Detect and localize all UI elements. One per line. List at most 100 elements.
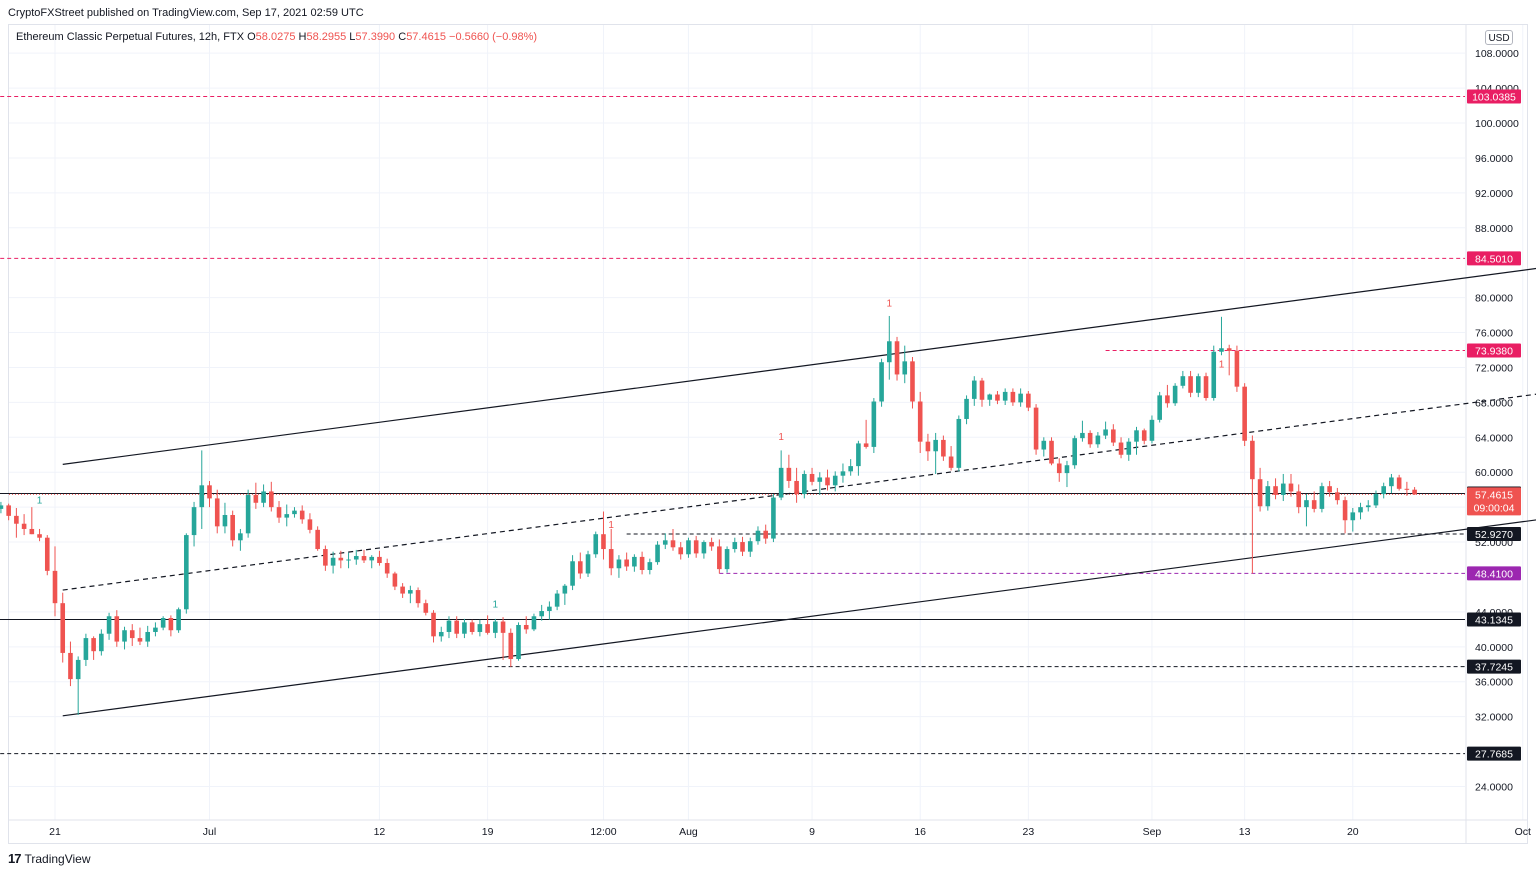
candle-body — [693, 540, 699, 554]
high-value: 58.2955 — [306, 31, 347, 43]
signal-mark: 1 — [493, 600, 499, 611]
tradingview-brand: TradingView — [24, 851, 91, 866]
candle-body — [292, 510, 297, 515]
y-tick-label: 24.0000 — [1475, 782, 1513, 794]
candle-body — [508, 632, 514, 660]
candle-body — [917, 401, 923, 442]
candle-body — [377, 556, 382, 564]
candle-body — [639, 556, 645, 570]
candle-body — [384, 563, 390, 574]
candle-body — [910, 361, 915, 402]
candle-body — [1265, 486, 1271, 507]
candle-body — [554, 593, 560, 607]
candle-body — [1157, 395, 1162, 420]
y-tick-label: 36.0000 — [1475, 677, 1513, 689]
candle-body — [562, 585, 568, 594]
candle-body — [1335, 492, 1340, 501]
publisher-caption: CryptoFXStreet published on TradingView.… — [8, 7, 364, 19]
x-tick-label: Oct — [1515, 826, 1531, 838]
candle-body — [485, 624, 490, 633]
candle-body — [52, 570, 58, 604]
signal-mark: 1 — [608, 520, 614, 531]
candle-body — [1118, 442, 1124, 455]
price-tag — [1467, 89, 1521, 104]
candle-body — [1095, 435, 1101, 445]
candle-body — [114, 616, 120, 642]
candle-body — [269, 491, 274, 508]
y-tick-label: 60.0000 — [1475, 467, 1513, 479]
chart-frame — [8, 24, 1528, 844]
candle-body — [37, 534, 42, 538]
candle-body — [6, 505, 11, 516]
candle-body — [832, 475, 838, 486]
x-tick-label: 12:00 — [590, 826, 616, 838]
candle-body — [392, 573, 398, 587]
candle-body — [500, 621, 506, 633]
candle-body — [979, 380, 985, 400]
candle-body — [755, 530, 761, 542]
y-tick-label: 108.0000 — [1475, 48, 1519, 60]
candle-body — [593, 534, 599, 555]
candle-body — [956, 418, 962, 468]
y-tick-label: 92.0000 — [1475, 188, 1513, 200]
candle-body — [284, 514, 290, 518]
candle-body — [1141, 430, 1147, 441]
candle-body — [1002, 391, 1008, 401]
candle-body — [68, 652, 73, 680]
candle-body — [1342, 500, 1348, 521]
candle-body — [747, 541, 753, 552]
candle-body — [995, 394, 1000, 401]
candle-body — [1304, 500, 1309, 508]
candle-body — [1188, 376, 1193, 393]
candle-body — [964, 398, 969, 419]
candle-body — [1018, 393, 1023, 403]
candle-body — [1381, 486, 1386, 495]
candle-body — [1373, 494, 1379, 506]
candle-body — [1056, 463, 1062, 474]
currency-button[interactable]: USD — [1485, 30, 1513, 45]
candle-body — [191, 507, 197, 536]
price-tag — [1467, 251, 1521, 266]
candle-body — [1257, 479, 1263, 507]
candle-body — [933, 439, 938, 452]
price-tag-label: 43.1345 — [1475, 614, 1513, 626]
candle-body — [323, 549, 328, 566]
candle-body — [1350, 512, 1356, 521]
candle-body — [1111, 429, 1116, 443]
candle-body — [276, 507, 282, 518]
candle-body — [129, 630, 135, 639]
candle-body — [207, 485, 212, 499]
candle-body — [616, 559, 622, 569]
close-label: C — [398, 31, 407, 43]
signal-mark: 1 — [778, 432, 784, 443]
y-tick-label: 72.0000 — [1475, 362, 1513, 374]
low-label: L — [349, 31, 356, 43]
price-tag — [1467, 343, 1521, 358]
candle-body — [1219, 348, 1224, 352]
candle-body — [1203, 376, 1209, 399]
candle-body — [431, 612, 436, 637]
candle-body — [469, 622, 475, 632]
candle-body — [369, 556, 375, 561]
candle-body — [1041, 440, 1047, 450]
price-tag — [1467, 612, 1521, 627]
price-tag — [1467, 526, 1521, 541]
candle-body — [941, 439, 946, 457]
candle-body — [44, 537, 50, 571]
candle-body — [1389, 477, 1394, 487]
candle-body — [145, 631, 150, 642]
x-tick-label: Jul — [203, 826, 216, 838]
candle-body — [1404, 488, 1410, 490]
candle-body — [624, 559, 629, 567]
candle-body — [75, 659, 81, 680]
candle-body — [353, 556, 359, 560]
candle-body — [570, 561, 575, 586]
candle-body — [423, 603, 429, 613]
candle-body — [539, 611, 544, 617]
x-tick-label: 19 — [482, 826, 494, 838]
candle-body — [786, 467, 792, 481]
trend-line-middle — [62, 393, 1536, 591]
candle-body — [137, 638, 143, 642]
candle-body — [585, 554, 591, 574]
